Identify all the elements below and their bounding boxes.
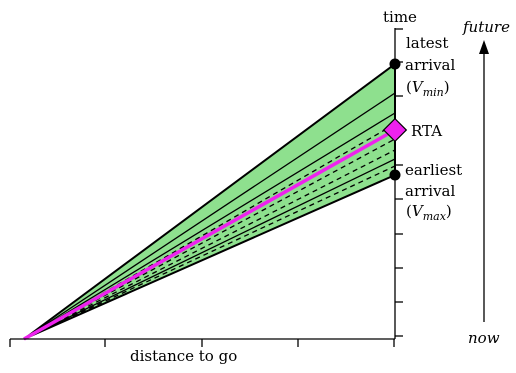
future-arrow [479,40,489,322]
latest-arrival-dot [389,58,401,70]
earliest-arrival-dot [389,169,401,181]
speed-line-solid [23,158,396,340]
rta-trajectory [23,128,396,341]
distance-axis-label: distance to go [130,347,237,365]
earliest-label-line1: earliest [405,161,462,179]
speed-line-dashed [23,138,396,340]
rta-diamond-marker [382,117,408,143]
time-axis [394,28,403,339]
speed-line-solid [23,112,396,340]
now-label: now [468,329,500,347]
latest-label-line1: latest [406,34,448,52]
speed-line-dashed [23,149,396,340]
time-axis-label: time [383,8,417,26]
speed-lines [23,92,396,340]
latest-vmin-label: (Vmin) [406,78,450,99]
latest-label-line2: arrival [405,56,455,74]
speed-line-solid [23,92,396,340]
rta-label: RTA [411,122,442,140]
earliest-label-line2: arrival [405,182,455,200]
distance-axis [9,338,395,347]
arrival-window-cone [23,62,396,340]
future-arrow-head [479,40,489,54]
future-label: future [462,18,510,36]
earliest-vmax-label: (Vmax) [406,202,452,223]
